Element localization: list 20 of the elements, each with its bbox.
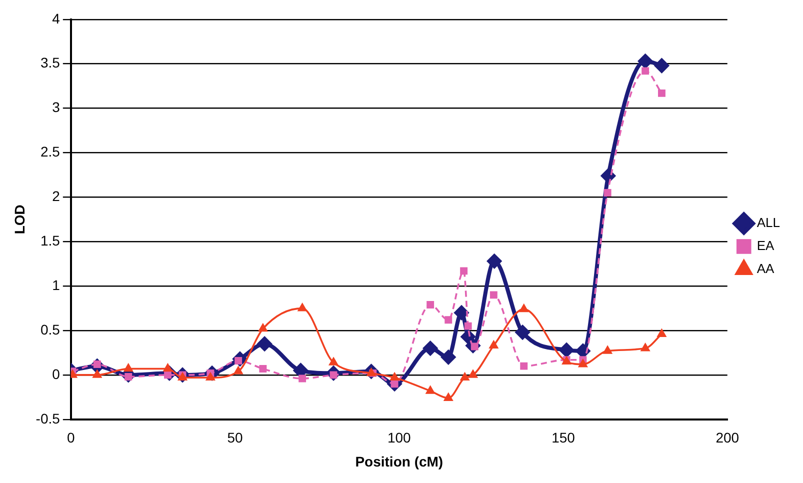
x-axis-title: Position (cM) [355,453,444,470]
x-tick-label: 50 [227,430,244,446]
legend-label: EA [756,238,775,254]
x-tick-label: 150 [552,430,576,446]
x-tick-label: 0 [67,430,76,446]
y-axis-title: LOD [11,204,28,234]
y-tick-label: 3 [52,99,60,116]
y-tick-label: 2 [52,188,60,204]
legend-label: AA [756,261,775,276]
y-tick-label: 4 [52,10,60,26]
y-tick-label: -0.5 [36,410,60,426]
x-tick-label: 200 [716,430,740,446]
y-tick-label: 1.5 [40,232,60,248]
legend-label: ALL [756,215,780,230]
y-tick-label: 0 [52,366,60,382]
y-tick-label: 3.5 [40,54,60,71]
x-tick-label: 100 [387,430,412,446]
y-tick-label: 2.5 [40,144,60,160]
y-tick-label: 0.5 [40,321,60,338]
y-tick-label: 1 [52,276,60,293]
